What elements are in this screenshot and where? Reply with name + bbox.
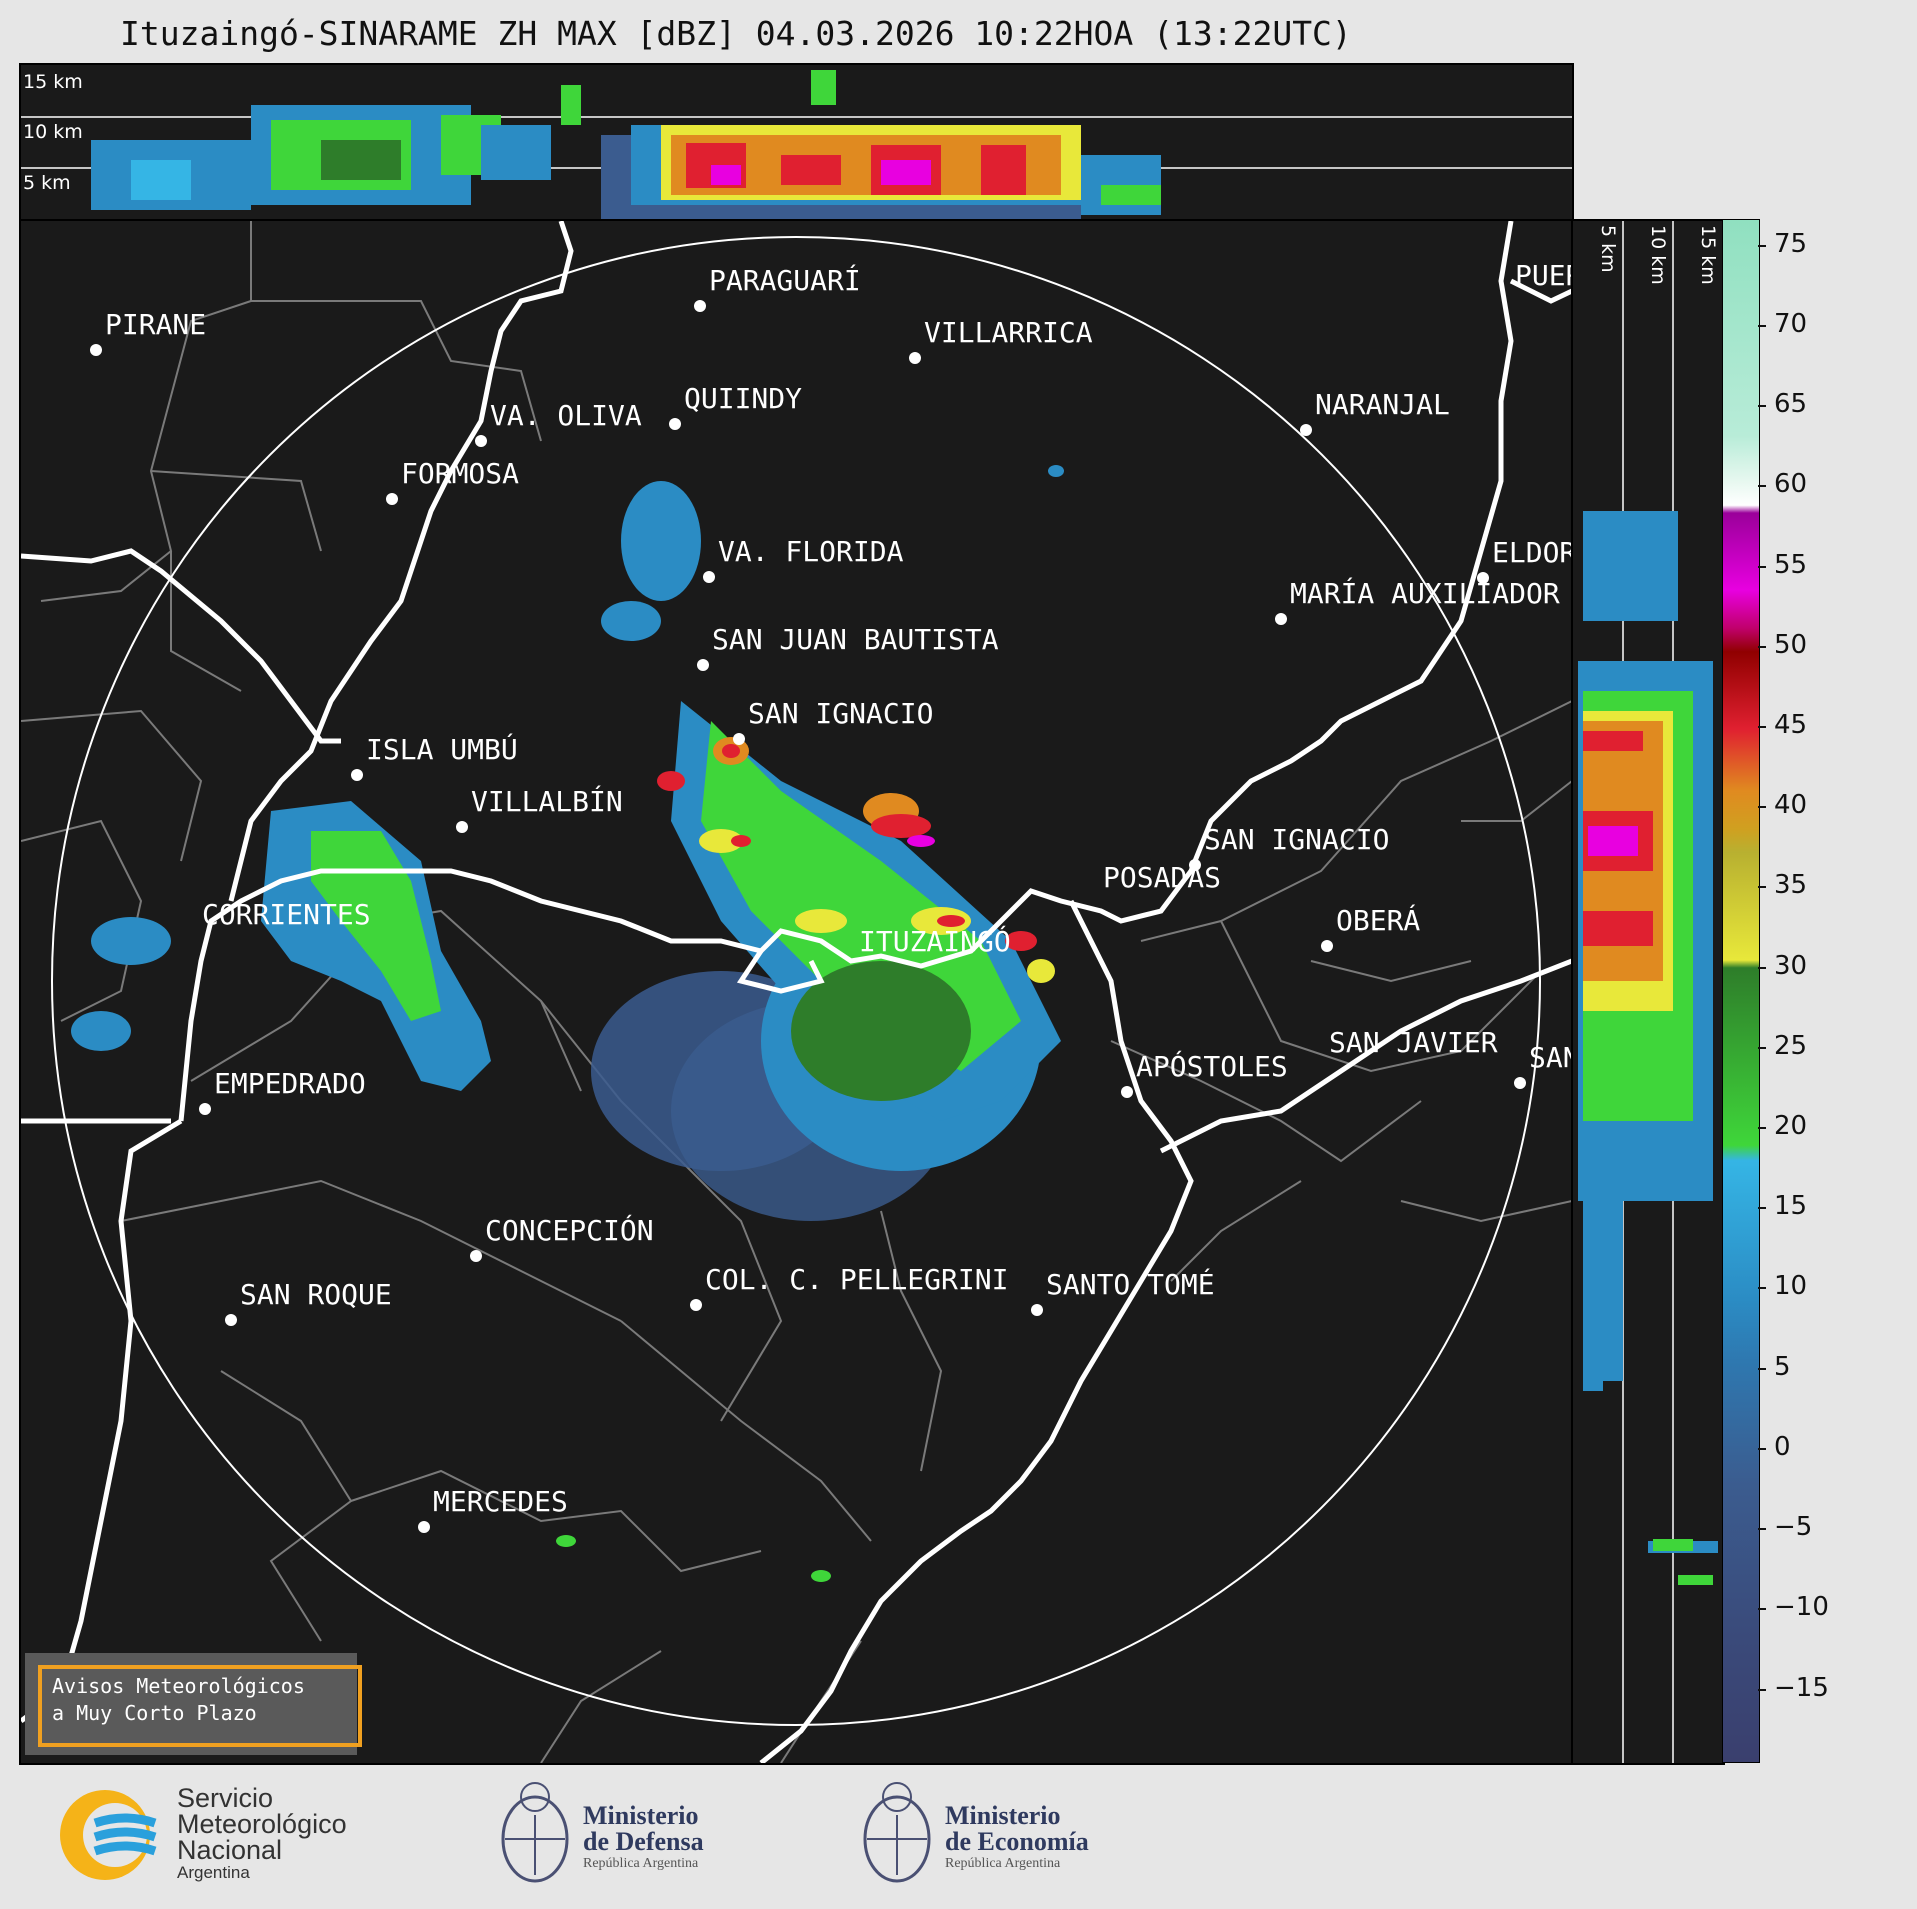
- smn-logo-text: Argentina: [177, 1863, 250, 1882]
- side-altitude-label: 15 km: [1697, 225, 1719, 285]
- smn-logo: Servicio Meteorológico Nacional Argentin…: [55, 1785, 385, 1890]
- warning-line: Avisos Meteorológicos: [52, 1674, 305, 1698]
- radar-echoes: [71, 465, 1064, 1582]
- smn-logo-icon: [60, 1790, 157, 1880]
- top-cross-section-panel: 15 km 10 km 5 km: [19, 63, 1574, 223]
- side-altitude-label: 5 km: [1597, 225, 1619, 273]
- top-altitude-label: 10 km: [23, 121, 83, 143]
- radar-map: PIRANE PARAGUARÍ VILLARRICA QUIINDY VA. …: [19, 219, 1574, 1765]
- defensa-logo: Ministerio de Defensa República Argentin…: [495, 1775, 755, 1895]
- radar-range-ring: [51, 236, 1541, 1726]
- coat-of-arms-icon: [863, 1782, 931, 1883]
- smn-logo-text: Servicio: [177, 1783, 274, 1813]
- defensa-logo-text: Ministerio: [583, 1801, 699, 1830]
- coat-of-arms-icon: [501, 1782, 569, 1883]
- defensa-logo-text: de Defensa: [583, 1827, 704, 1856]
- smn-logo-text: Nacional: [177, 1835, 283, 1865]
- dbz-colorbar: [1722, 219, 1760, 1763]
- radar-map-canvas: [21, 221, 1572, 1763]
- side-cross-section-panel: 5 km 10 km 15 km: [1571, 219, 1725, 1765]
- top-altitude-label: 15 km: [23, 71, 83, 93]
- economia-logo-text: Ministerio: [945, 1801, 1061, 1830]
- page-title: Ituzaingó-SINARAME ZH MAX [dBZ] 04.03.20…: [120, 14, 1352, 53]
- warning-line: a Muy Corto Plazo: [52, 1701, 257, 1725]
- economia-logo-text: de Economía: [945, 1827, 1089, 1856]
- defensa-logo-text: República Argentina: [583, 1856, 699, 1871]
- top-cross-section-echoes: [21, 70, 1572, 220]
- warning-banner[interactable]: Avisos Meteorológicos a Muy Corto Plazo: [25, 1653, 362, 1755]
- country-borders: [21, 221, 1572, 1763]
- smn-logo-text: Meteorológico: [177, 1809, 347, 1839]
- side-cross-section-echoes: [1578, 221, 1718, 1763]
- economia-logo-text: República Argentina: [945, 1856, 1061, 1871]
- side-altitude-label: 10 km: [1647, 225, 1669, 285]
- top-altitude-label: 5 km: [23, 172, 71, 194]
- economia-logo: Ministerio de Economía República Argenti…: [857, 1775, 1137, 1895]
- admin-boundaries: [21, 221, 1572, 1763]
